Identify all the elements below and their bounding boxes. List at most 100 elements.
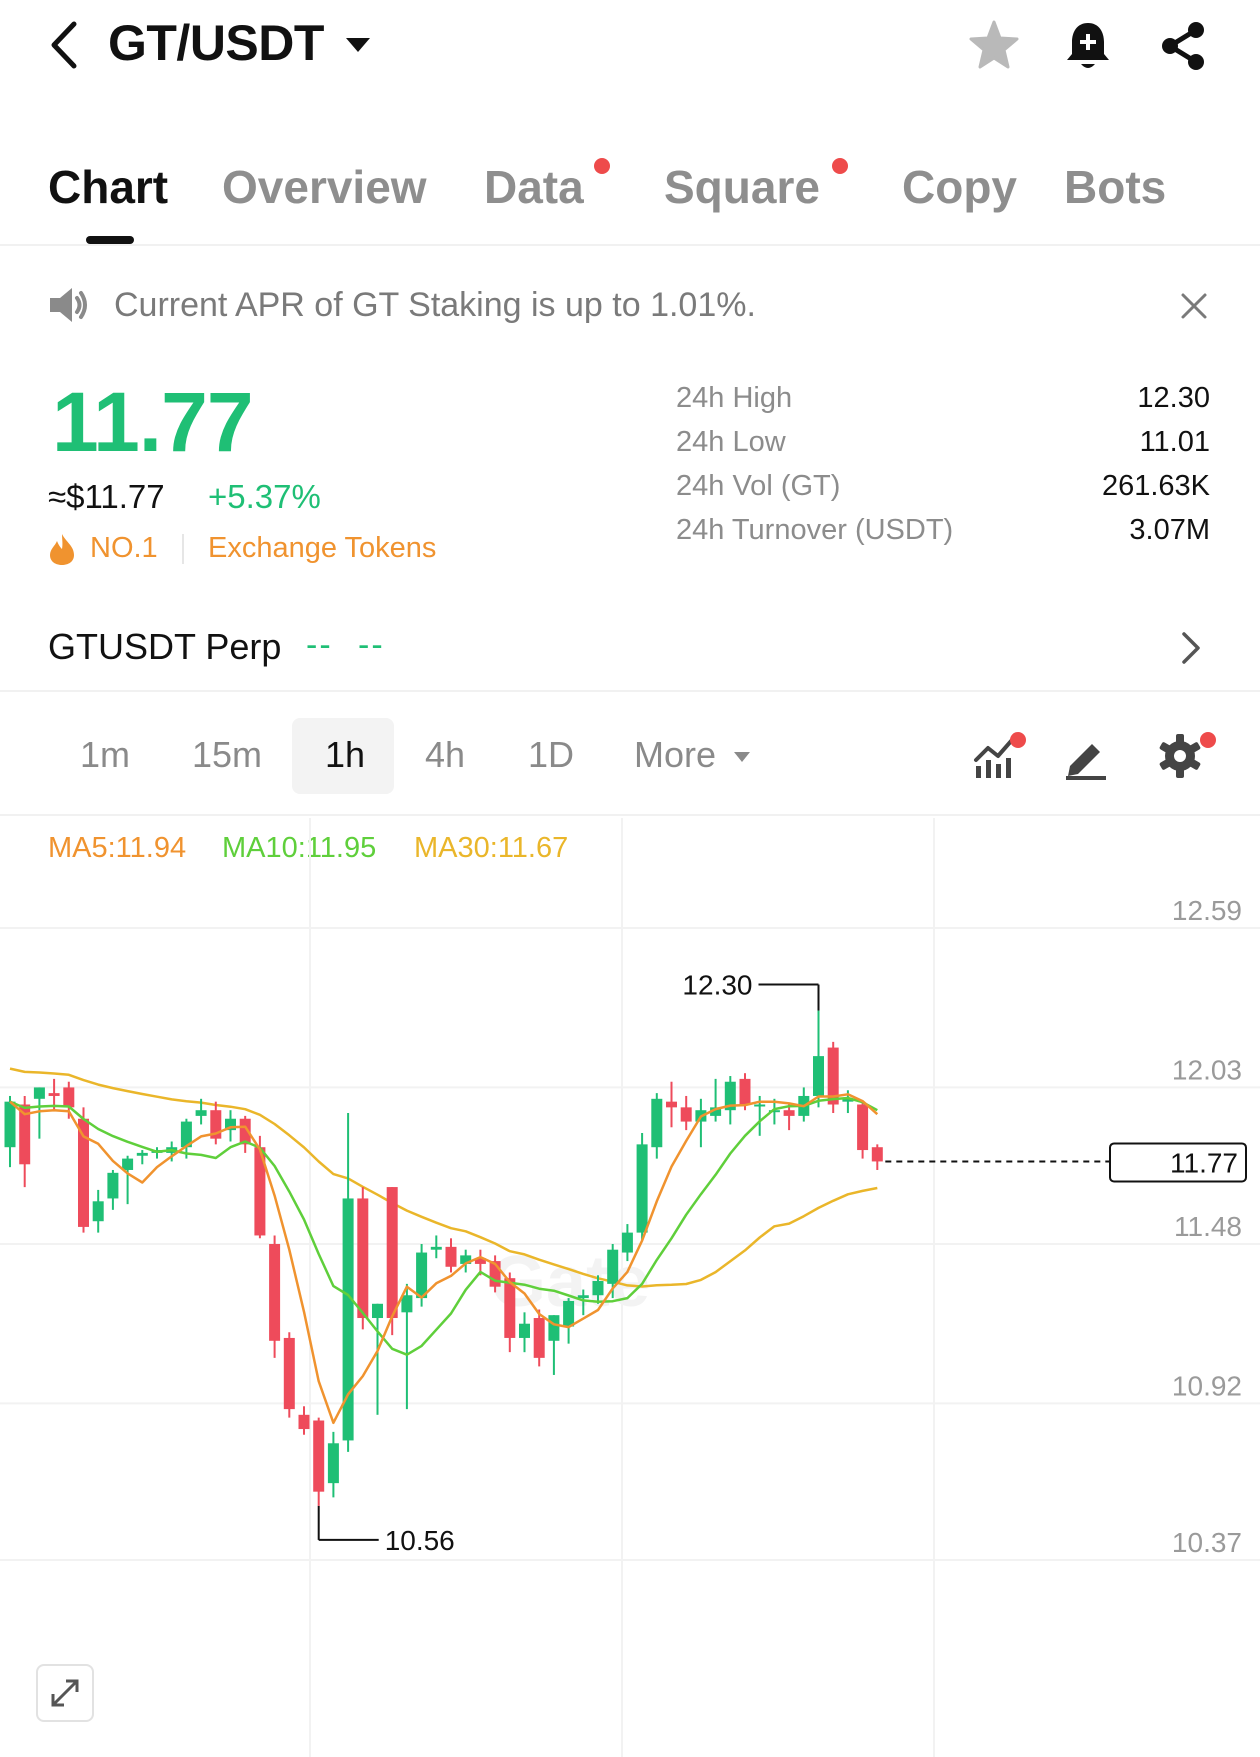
- tab-chart[interactable]: Chart: [48, 161, 169, 213]
- interval-1h[interactable]: 1h: [325, 734, 366, 775]
- candle-body: [386, 1187, 398, 1319]
- chart-markers: 12.30 10.56 11.77: [317, 970, 1247, 1556]
- interval-1d[interactable]: 1D: [528, 734, 575, 775]
- speaker-icon: [50, 288, 87, 322]
- candle-body: [254, 1147, 266, 1236]
- stat-label: 24h Low: [676, 426, 786, 458]
- candle-body: [122, 1158, 134, 1170]
- candle-body: [33, 1087, 45, 1099]
- pair-title[interactable]: GT/USDT: [108, 15, 324, 71]
- tab-square-notification-dot: [832, 158, 848, 174]
- candle-body: [680, 1107, 692, 1122]
- tab-copy[interactable]: Copy: [902, 161, 1017, 213]
- tab-square[interactable]: Square: [664, 161, 820, 213]
- candle-body: [827, 1047, 839, 1105]
- candle-body: [416, 1252, 428, 1299]
- chevron-right-icon[interactable]: [1178, 628, 1204, 668]
- announcement-text: Current APR of GT Staking is up to 1.01%…: [114, 286, 756, 324]
- candle-body: [533, 1318, 545, 1358]
- interval-15m[interactable]: 15m: [192, 734, 263, 775]
- candle-body: [871, 1147, 883, 1162]
- kline-chart[interactable]: MA5:11.94 MA10:11.95 MA30:11.67 Gate 12.…: [0, 818, 1260, 1757]
- low-price-label: 10.56: [385, 1525, 455, 1556]
- ma5-polyline: [9, 1093, 879, 1425]
- candle-body: [78, 1118, 89, 1227]
- tab-overview[interactable]: Overview: [222, 161, 427, 213]
- ma10-label: MA10:11.95: [222, 832, 377, 864]
- perp-price: --: [306, 626, 333, 664]
- candle-body: [768, 1110, 780, 1113]
- candle-body: [519, 1323, 530, 1338]
- candle-body: [357, 1198, 369, 1319]
- divider: [182, 534, 184, 564]
- category-link[interactable]: Exchange Tokens: [208, 532, 437, 564]
- share-icon[interactable]: [1156, 18, 1212, 74]
- candle-body: [504, 1278, 516, 1338]
- fullscreen-expand-button[interactable]: [36, 1664, 94, 1722]
- ma5-line: [9, 1093, 879, 1425]
- favorite-star-icon[interactable]: [966, 18, 1022, 74]
- price-axis-tick-label: 10.92: [1172, 1370, 1242, 1401]
- price-alert-bell-icon[interactable]: [1060, 18, 1116, 74]
- tab-bots[interactable]: Bots: [1064, 161, 1167, 213]
- candle-body: [63, 1087, 75, 1108]
- candle-body: [269, 1244, 281, 1341]
- stat-label: 24h High: [676, 382, 793, 414]
- candle-body: [283, 1337, 295, 1410]
- candle-body: [180, 1121, 192, 1148]
- candle-body: [239, 1118, 251, 1145]
- announcement-banner[interactable]: Current APR of GT Staking is up to 1.01%…: [0, 270, 1260, 340]
- price-axis-tick-label: 12.03: [1172, 1054, 1242, 1085]
- settings-notification-dot: [1200, 732, 1216, 748]
- indicators-icon[interactable]: [970, 730, 1022, 782]
- rank-badge[interactable]: NO.1: [90, 532, 158, 564]
- chevron-down-icon[interactable]: [734, 752, 750, 762]
- interval-4h[interactable]: 4h: [425, 734, 466, 775]
- candle-body: [92, 1201, 104, 1222]
- interval-1m[interactable]: 1m: [80, 734, 131, 775]
- stat-row: 24h Vol (GT) 261.63K: [676, 470, 1210, 514]
- tab-data-notification-dot: [594, 158, 610, 174]
- interval-more[interactable]: More: [634, 734, 717, 775]
- candle-body: [48, 1093, 60, 1096]
- candle-body: [401, 1295, 413, 1313]
- perp-change: --: [358, 626, 385, 664]
- stat-row: 24h High 12.30: [676, 382, 1210, 426]
- candle-body: [445, 1246, 457, 1267]
- usd-price: ≈$11.77: [48, 478, 165, 515]
- ma30-polyline: [9, 1067, 878, 1288]
- candle-body: [195, 1110, 207, 1116]
- close-icon[interactable]: [1180, 292, 1208, 320]
- candle-body: [430, 1246, 442, 1250]
- ma5-label: MA5:11.94: [48, 832, 187, 864]
- tab-bar: Chart Overview Data Square Copy Bots: [0, 150, 1260, 246]
- back-arrow-icon[interactable]: [44, 18, 88, 72]
- candle-body: [636, 1144, 648, 1233]
- candles: [4, 1010, 883, 1506]
- settings-gear-icon[interactable]: [1154, 730, 1206, 782]
- candle-body: [577, 1295, 589, 1299]
- perp-row[interactable]: GTUSDT Perp -- --: [0, 612, 1260, 692]
- candle-body: [4, 1101, 16, 1148]
- candle-body: [813, 1056, 824, 1096]
- candle-body: [724, 1081, 736, 1111]
- tab-data[interactable]: Data: [484, 161, 584, 213]
- candle-body: [754, 1104, 766, 1107]
- ma10-line: [9, 1096, 878, 1356]
- candle-body: [225, 1118, 236, 1131]
- candle-body: [651, 1098, 663, 1148]
- 24h-stats: 24h High 12.30 24h Low 11.01 24h Vol (GT…: [676, 382, 1210, 558]
- candle-body: [372, 1303, 383, 1319]
- candle-body: [842, 1098, 854, 1102]
- top-bar: GT/USDT: [0, 0, 1260, 100]
- fire-icon: [50, 534, 74, 565]
- pair-dropdown-icon[interactable]: [346, 38, 370, 52]
- stat-value: 11.01: [1139, 426, 1210, 458]
- perp-label: GTUSDT Perp: [48, 626, 282, 667]
- candle-body: [460, 1255, 472, 1264]
- stat-value: 261.63K: [1101, 470, 1210, 502]
- candle-body: [19, 1104, 31, 1165]
- candle-body: [313, 1420, 325, 1492]
- draw-pen-icon[interactable]: [1060, 730, 1112, 782]
- stat-label: 24h Turnover (USDT): [676, 514, 954, 546]
